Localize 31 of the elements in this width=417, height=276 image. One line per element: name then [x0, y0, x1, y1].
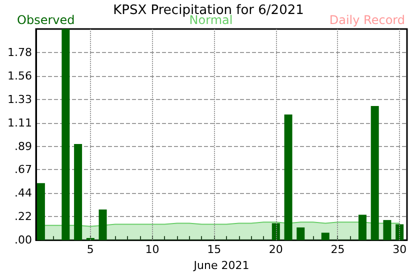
bar [396, 224, 404, 240]
bar [321, 232, 330, 240]
x-tick-label: 20 [268, 243, 283, 256]
bar [98, 209, 107, 240]
bar [62, 29, 70, 240]
y-tick-label: 1.56 [8, 69, 32, 82]
bar [383, 220, 392, 240]
y-tick-label: .89 [14, 140, 32, 153]
y-tick-label: 1.78 [8, 46, 32, 59]
x-tick-label: 5 [86, 243, 94, 256]
y-tick-label: 1.33 [8, 92, 32, 106]
x-axis-title: June 2021 [192, 259, 250, 272]
x-tick-label: 25 [330, 243, 345, 256]
y-tick-label: .44 [14, 186, 32, 200]
text: Normal [189, 13, 233, 27]
bar [296, 227, 305, 240]
x-tick-label: 30 [392, 243, 407, 256]
bar [358, 214, 366, 240]
y-tick-label: 1.11 [8, 116, 32, 130]
bar [370, 106, 379, 240]
bar [284, 114, 292, 240]
y-tick-label: .67 [14, 163, 32, 176]
y-tick-label: .00 [14, 234, 32, 247]
bar [272, 223, 280, 240]
legend-label: Daily Record [329, 13, 405, 27]
x-tick-label: 15 [207, 243, 222, 256]
bar [36, 183, 45, 240]
bar [74, 144, 82, 240]
series-label: Observed [17, 13, 75, 27]
x-tick-label: 10 [145, 243, 160, 256]
y-tick-label: .22 [14, 210, 32, 224]
